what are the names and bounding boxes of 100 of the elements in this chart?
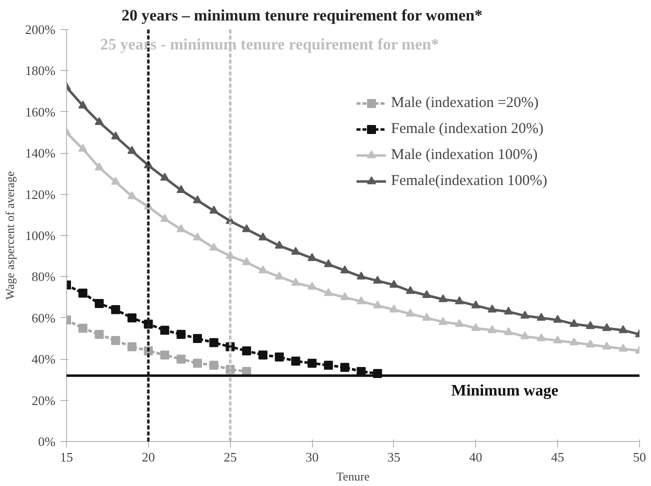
point <box>94 117 104 126</box>
ref-line-label: Minimum wage <box>451 382 558 400</box>
point <box>340 292 350 300</box>
point <box>324 259 333 268</box>
point <box>242 346 252 356</box>
point <box>553 314 562 323</box>
point <box>274 352 284 362</box>
point <box>176 224 186 232</box>
x-tick-label: 45 <box>551 450 564 464</box>
point <box>258 350 268 360</box>
point <box>192 195 202 204</box>
point <box>78 100 88 109</box>
y-axis-title: Wage aspercent of average <box>3 171 18 300</box>
point <box>78 144 88 152</box>
point <box>324 288 333 296</box>
point <box>602 323 612 332</box>
legend-label: Female(indexation 100%) <box>391 172 548 190</box>
point <box>454 296 464 304</box>
point <box>504 327 514 336</box>
point <box>308 282 317 290</box>
point <box>308 253 317 261</box>
point <box>488 304 497 312</box>
point <box>570 338 579 346</box>
point <box>242 224 252 232</box>
point <box>471 300 480 308</box>
point <box>209 206 218 214</box>
x-tick-label: 50 <box>633 450 646 464</box>
point <box>438 316 448 325</box>
point <box>192 334 202 343</box>
point <box>520 331 530 340</box>
point <box>127 313 136 322</box>
point <box>602 342 612 350</box>
point <box>586 340 595 348</box>
y-tick-label: 180% <box>25 63 56 78</box>
x-tick-label: 30 <box>306 450 319 464</box>
point <box>176 330 186 339</box>
point <box>438 294 448 302</box>
ref-line-label: 25 years - minimum tenure requirement for men* <box>100 36 439 54</box>
point <box>536 312 546 321</box>
point <box>324 360 333 370</box>
point <box>111 132 120 140</box>
point <box>356 272 366 280</box>
x-tick-label: 25 <box>224 450 237 464</box>
point <box>422 290 432 298</box>
point <box>192 358 202 368</box>
point <box>111 305 120 314</box>
point <box>340 362 350 372</box>
x-tick-label: 40 <box>469 450 482 464</box>
point <box>308 358 317 368</box>
point <box>373 276 382 284</box>
point <box>454 318 464 327</box>
y-tick-label: 80% <box>32 269 56 284</box>
point <box>78 288 88 298</box>
point <box>570 318 579 327</box>
point <box>356 296 366 304</box>
point <box>160 214 170 222</box>
point <box>176 185 186 193</box>
x-tick-label: 35 <box>387 450 400 464</box>
point <box>258 265 268 274</box>
point <box>209 338 218 348</box>
point <box>192 232 202 240</box>
point <box>78 324 88 333</box>
point <box>209 242 218 251</box>
point <box>291 246 300 255</box>
point <box>274 240 284 249</box>
point <box>94 162 104 170</box>
point <box>618 325 628 334</box>
point <box>389 280 398 288</box>
point <box>94 330 104 339</box>
point <box>520 310 530 319</box>
point <box>586 321 595 329</box>
legend-label: Male (indexation 100%) <box>391 146 538 164</box>
y-tick-label: 60% <box>32 310 56 326</box>
point <box>94 298 104 308</box>
point <box>504 306 514 315</box>
point <box>127 191 136 200</box>
point <box>127 146 136 154</box>
point <box>536 333 546 342</box>
point <box>291 356 300 366</box>
point <box>127 342 136 352</box>
x-tick-label: 20 <box>142 450 155 464</box>
point <box>160 350 170 360</box>
y-tick-label: 100% <box>25 228 56 243</box>
point <box>111 336 120 346</box>
point <box>471 323 480 332</box>
point <box>389 304 398 312</box>
point <box>618 344 628 352</box>
x-axis-title: Tenure <box>336 470 370 484</box>
y-tick-label: 0% <box>38 434 56 449</box>
y-tick-label: 200% <box>25 22 56 37</box>
point <box>160 172 170 181</box>
point <box>111 176 120 185</box>
point <box>291 278 300 286</box>
point <box>373 300 382 308</box>
ref-line-label: 20 years – minimum tenure requirement for women* <box>122 8 482 24</box>
y-tick-label: 140% <box>25 146 56 161</box>
legend-label: Male (indexation =20%) <box>391 94 539 112</box>
point <box>160 326 170 335</box>
point <box>422 312 432 321</box>
legend-label: Female (indexation 20%) <box>391 120 544 138</box>
